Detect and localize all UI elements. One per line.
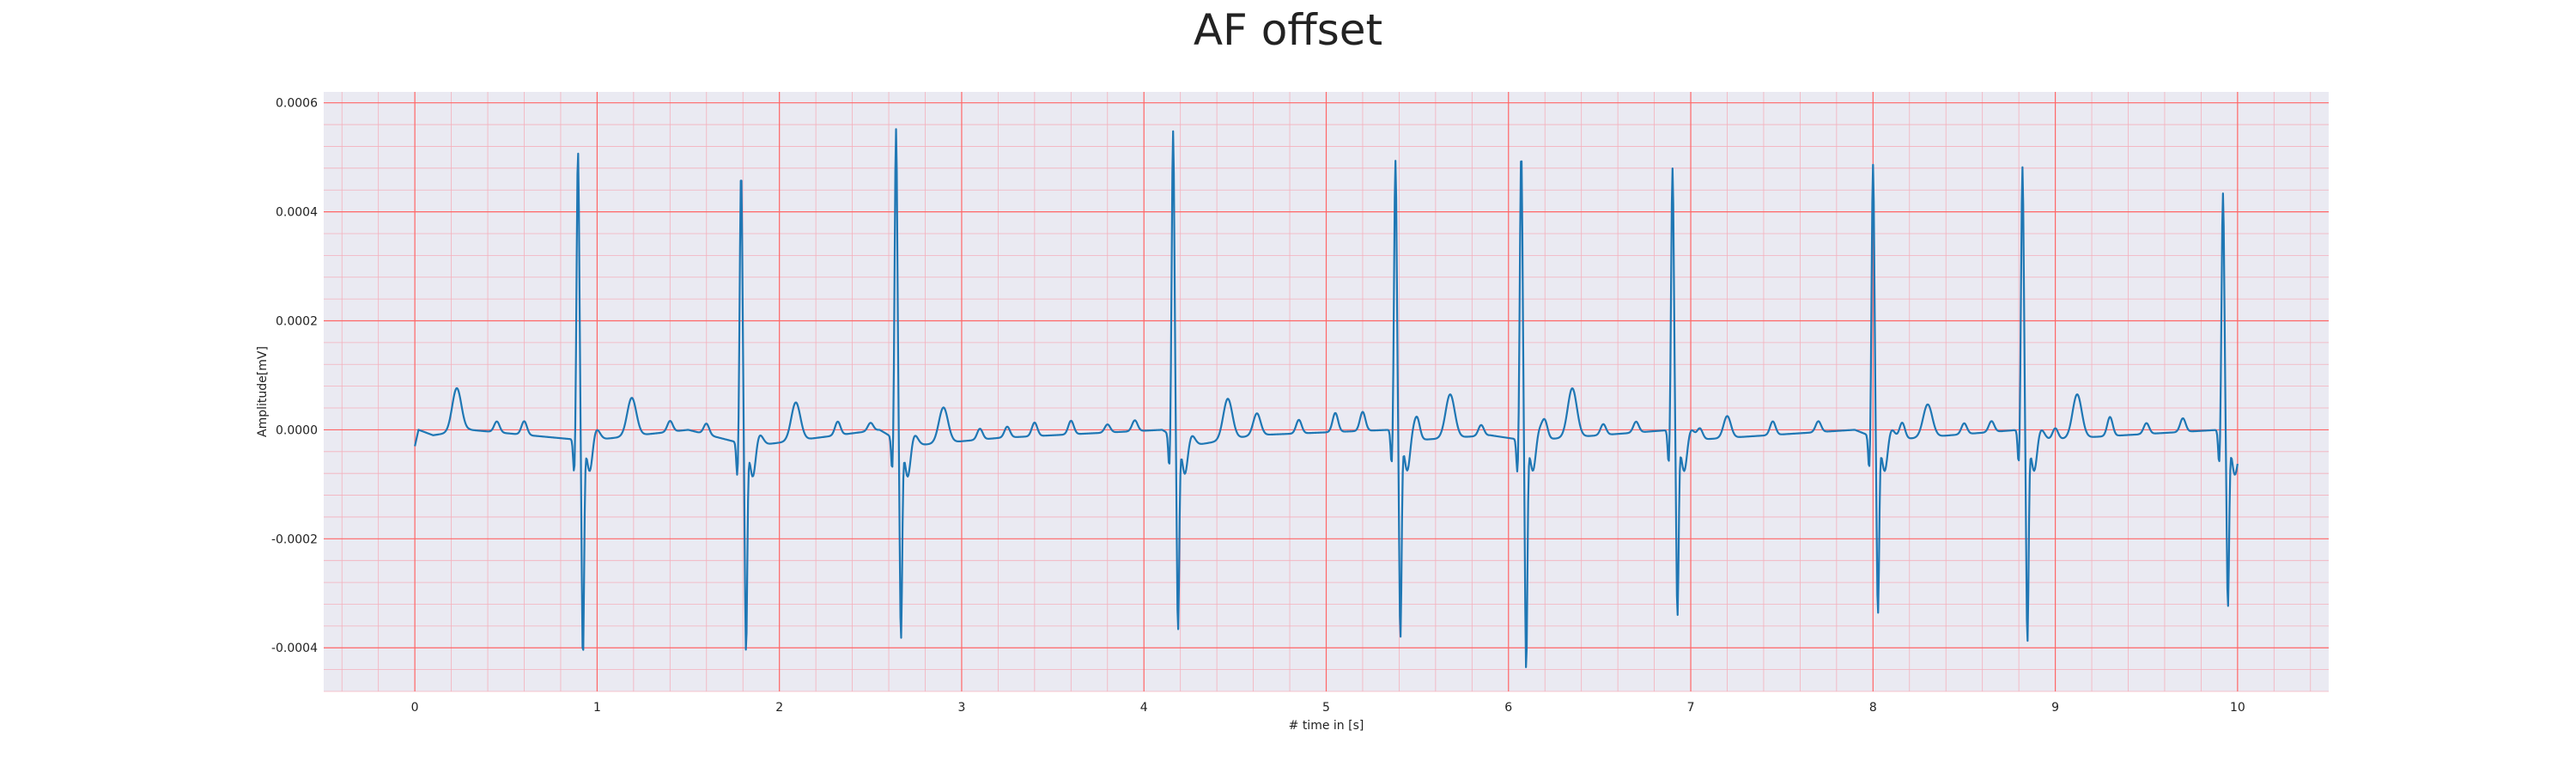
x-axis-ticks: 0 1 2 3 4 5 6 7 8 9 10 (411, 701, 2245, 715)
x-tick-label: 4 (1140, 701, 1148, 715)
y-tick-label: -0.0002 (271, 533, 318, 546)
x-tick-label: 9 (2051, 701, 2059, 715)
x-tick-label: 10 (2230, 701, 2245, 715)
x-tick-label: 3 (957, 701, 965, 715)
x-tick-label: 2 (775, 701, 783, 715)
y-tick-label: 0.0000 (276, 423, 318, 437)
y-axis-ticks: -0.0004 -0.0002 0.0000 0.0002 0.0004 0.0006 (271, 97, 318, 656)
x-tick-label: 5 (1322, 701, 1330, 715)
x-tick-label: 6 (1504, 701, 1512, 715)
x-tick-label: 1 (593, 701, 601, 715)
chart-title: AF offset (1193, 5, 1383, 55)
x-tick-label: 7 (1687, 701, 1695, 715)
major-grid (324, 92, 2329, 691)
y-axis-label: Amplitude[mV] (256, 346, 270, 437)
x-tick-label: 8 (1869, 701, 1877, 715)
x-tick-label: 0 (411, 701, 419, 715)
y-tick-label: 0.0006 (276, 97, 318, 111)
ecg-signal-line (414, 128, 2239, 668)
x-axis-label: # time in [s] (1289, 719, 1364, 733)
y-tick-label: 0.0004 (276, 206, 318, 220)
y-tick-label: -0.0004 (271, 642, 318, 655)
y-tick-label: 0.0002 (276, 315, 318, 329)
